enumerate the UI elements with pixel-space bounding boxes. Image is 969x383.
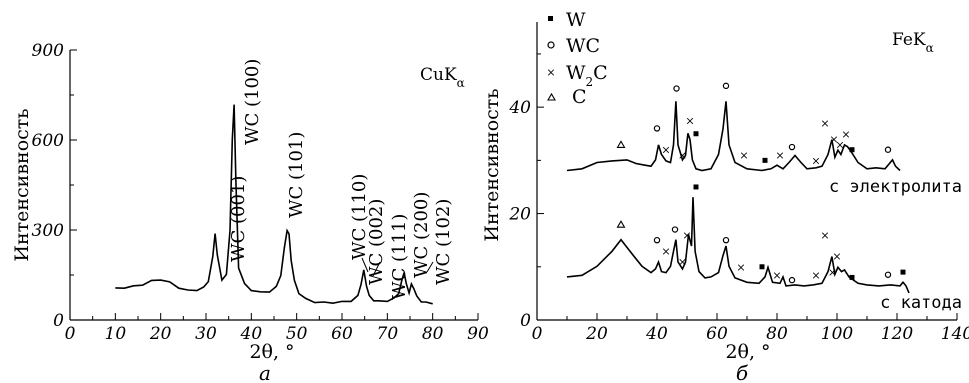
b-ylabel: Интенсивность — [481, 88, 503, 241]
chart-panel-b: 02040608010012014002040 ××××××××××××××××… — [481, 9, 969, 383]
legend-label-c: C — [572, 86, 587, 108]
legend-square-marker — [548, 16, 553, 21]
phase-marker-w2c: × — [685, 114, 694, 127]
legend-circle-marker — [547, 41, 555, 49]
phase-marker-w2c: × — [678, 149, 687, 162]
b-radiation-label: FeKα — [892, 30, 934, 55]
a-x-tick-label: 50 — [286, 324, 308, 344]
phase-marker-w — [693, 131, 699, 137]
a-x-tick-label: 60 — [331, 324, 353, 344]
peak-label-wc-102: WC (102) — [433, 199, 454, 285]
a-x-tick-label: 0 — [65, 324, 76, 344]
legend-label-w2c: W2C — [566, 62, 608, 89]
phase-marker-w2c: × — [678, 255, 687, 268]
b-y-tick-label: 0 — [520, 311, 531, 331]
b-x-tick-label: 140 — [941, 324, 969, 344]
phase-marker-c — [616, 220, 626, 228]
b-curve-label-electrolyte: с электролита — [829, 177, 962, 197]
arrow-icon — [361, 257, 369, 273]
phase-marker-w2c: × — [736, 261, 745, 274]
phase-marker-w2c: × — [772, 269, 781, 282]
peak-label-wc-111: WC (111) — [389, 214, 410, 300]
b-y-tick-label: 20 — [508, 205, 531, 225]
b-x-tick-label: 80 — [766, 324, 788, 344]
peak-label-wc-001: WC (001) — [228, 176, 249, 262]
phase-marker-wc — [722, 236, 730, 244]
b-x-tick-label: 100 — [821, 324, 854, 344]
a-xlabel: 2θ, ° — [249, 341, 294, 363]
arrow-icon — [372, 261, 381, 277]
phase-marker-w2c: × — [841, 128, 850, 141]
a-y-tick-label: 600 — [32, 131, 65, 151]
phase-marker-c — [616, 140, 626, 148]
b-curve-label-cathode: с катода — [880, 293, 962, 313]
phase-marker-wc — [722, 82, 730, 90]
phase-marker-wc — [788, 143, 796, 151]
phase-marker-wc — [884, 271, 892, 278]
phase-marker-wc — [653, 236, 661, 244]
b-panel-label: б — [736, 361, 749, 383]
peak-label-wc-110: WC (110) — [349, 174, 370, 260]
legend-cross-marker: × — [546, 66, 555, 79]
a-y-tick-label: 0 — [53, 311, 64, 331]
b-series-cathode-line — [566, 197, 910, 294]
b-x-tick-label: 60 — [706, 324, 728, 344]
phase-marker-w — [900, 269, 906, 275]
phase-marker-w2c: × — [739, 149, 748, 162]
phase-marker-w2c: × — [820, 229, 829, 242]
phase-marker-w2c: × — [835, 138, 844, 151]
a-x-tick-label: 40 — [240, 324, 263, 344]
phase-marker-w2c: × — [828, 266, 837, 279]
phase-marker-wc — [653, 125, 661, 132]
phase-marker-w — [759, 264, 765, 270]
peak-label-wc-101: WC (101) — [286, 132, 307, 218]
a-x-tick-label: 10 — [105, 324, 127, 344]
phase-marker-w — [849, 147, 855, 153]
b-x-tick-label: 0 — [532, 324, 543, 344]
phase-marker-w2c: × — [661, 144, 670, 157]
phase-marker-w2c: × — [820, 117, 829, 130]
a-x-tick-label: 20 — [149, 324, 172, 344]
phase-marker-w2c: × — [811, 154, 820, 167]
arrow-icon — [426, 261, 434, 273]
peak-label-wc-200: WC (200) — [411, 192, 432, 278]
a-x-tick-label: 30 — [195, 324, 217, 344]
a-ylabel: Интенсивность — [11, 108, 33, 261]
a-y-tick-label: 300 — [32, 221, 65, 241]
a-panel-label: а — [259, 361, 271, 383]
a-radiation-label: CuKα — [420, 65, 465, 90]
b-y-tick-label: 40 — [508, 98, 531, 118]
b-x-tick-label: 20 — [585, 324, 608, 344]
a-y-tick-label: 900 — [32, 41, 65, 61]
legend-triangle-marker — [547, 92, 556, 101]
a-x-tick-label: 70 — [377, 324, 399, 344]
a-x-tick-label: 90 — [467, 324, 489, 344]
b-x-tick-label: 120 — [881, 324, 914, 344]
phase-marker-w2c: × — [829, 133, 838, 146]
phase-marker-w2c: × — [775, 149, 784, 162]
phase-marker-w2c: × — [832, 250, 841, 263]
phase-marker-wc — [671, 226, 679, 233]
phase-marker-wc — [884, 146, 892, 153]
b-series-electrolyte-line — [566, 101, 901, 172]
phase-marker-w2c: × — [661, 245, 670, 258]
phase-marker-wc — [673, 85, 680, 92]
peak-label-wc-100: WC (100) — [242, 59, 263, 145]
phase-marker-w — [762, 157, 768, 163]
phase-marker-wc — [788, 276, 796, 284]
b-xlabel: 2θ, ° — [725, 341, 770, 363]
b-legend: W WC × W2C C — [546, 9, 607, 108]
peak-label-wc-002: WC (002) — [366, 199, 387, 285]
phase-marker-w2c: × — [682, 229, 691, 242]
a-series-line — [115, 104, 433, 305]
b-x-tick-label: 40 — [645, 324, 668, 344]
legend-label-wc: WC — [566, 35, 600, 57]
phase-marker-w2c: × — [811, 269, 820, 282]
legend-label-w: W — [566, 9, 586, 31]
a-x-tick-label: 80 — [422, 324, 444, 344]
phase-marker-w — [693, 184, 699, 190]
phase-marker-w — [849, 274, 855, 280]
